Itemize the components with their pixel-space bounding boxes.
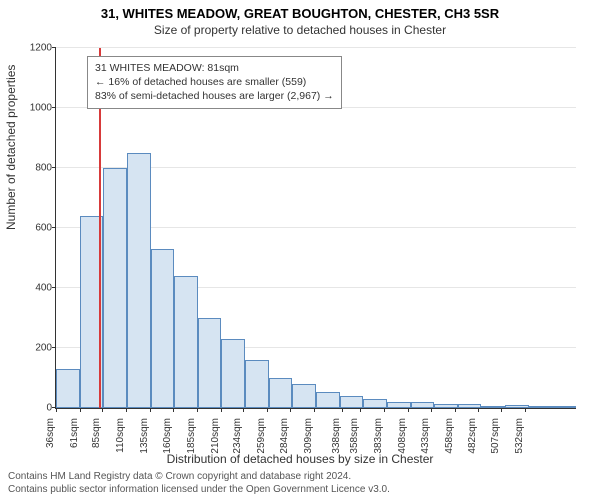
- histogram-bar: [245, 360, 269, 408]
- y-tick-label: 800: [22, 163, 52, 174]
- x-tick-label: 408sqm: [397, 418, 408, 454]
- annotation-line: 31 WHITES MEADOW: 81sqm: [95, 61, 334, 75]
- x-tick-mark: [408, 408, 409, 412]
- x-tick-label: 36sqm: [45, 418, 56, 448]
- histogram-bar: [127, 153, 151, 408]
- x-tick-mark: [290, 408, 291, 412]
- x-axis-label: Distribution of detached houses by size …: [0, 452, 600, 466]
- y-tick-label: 200: [22, 343, 52, 354]
- x-tick-label: 458sqm: [444, 418, 455, 454]
- x-tick-label: 85sqm: [91, 418, 102, 448]
- x-tick-label: 160sqm: [162, 418, 173, 454]
- annotation-line: ← 16% of detached houses are smaller (55…: [95, 75, 334, 89]
- x-tick-mark: [102, 408, 103, 412]
- gridline: [56, 47, 576, 48]
- page-subtitle: Size of property relative to detached ho…: [0, 21, 600, 37]
- y-tick-mark: [52, 287, 56, 288]
- histogram-bar: [103, 168, 127, 408]
- histogram-bar: [316, 392, 340, 409]
- histogram-bar: [340, 396, 364, 408]
- histogram-bar: [56, 369, 80, 408]
- x-tick-mark: [384, 408, 385, 412]
- x-tick-label: 309sqm: [303, 418, 314, 454]
- x-tick-mark: [455, 408, 456, 412]
- histogram-bar: [552, 406, 576, 408]
- y-tick-label: 400: [22, 283, 52, 294]
- annotation-box: 31 WHITES MEADOW: 81sqm ← 16% of detache…: [87, 56, 342, 109]
- x-tick-label: 259sqm: [256, 418, 267, 454]
- y-axis-label: Number of detached properties: [4, 65, 18, 230]
- x-tick-label: 433sqm: [420, 418, 431, 454]
- histogram-bar: [292, 384, 316, 408]
- x-tick-label: 482sqm: [467, 418, 478, 454]
- histogram-bar: [221, 339, 245, 408]
- x-tick-mark: [197, 408, 198, 412]
- x-tick-label: 358sqm: [349, 418, 360, 454]
- x-tick-mark: [173, 408, 174, 412]
- x-tick-label: 383sqm: [373, 418, 384, 454]
- y-tick-label: 1200: [22, 43, 52, 54]
- histogram-bar: [198, 318, 222, 408]
- y-tick-mark: [52, 167, 56, 168]
- x-tick-label: 135sqm: [139, 418, 150, 454]
- x-tick-label: 185sqm: [186, 418, 197, 454]
- x-tick-label: 61sqm: [69, 418, 80, 448]
- page-title: 31, WHITES MEADOW, GREAT BOUGHTON, CHEST…: [0, 0, 600, 21]
- x-tick-mark: [360, 408, 361, 412]
- x-tick-mark: [342, 408, 343, 412]
- x-tick-label: 532sqm: [514, 418, 525, 454]
- histogram-bar: [529, 406, 553, 408]
- x-tick-mark: [431, 408, 432, 412]
- x-tick-mark: [56, 408, 57, 412]
- x-tick-mark: [267, 408, 268, 412]
- x-tick-mark: [221, 408, 222, 412]
- x-tick-mark: [243, 408, 244, 412]
- x-tick-label: 210sqm: [210, 418, 221, 454]
- x-tick-label: 338sqm: [331, 418, 342, 454]
- x-tick-label: 284sqm: [279, 418, 290, 454]
- histogram-bar: [363, 399, 387, 408]
- y-tick-label: 600: [22, 223, 52, 234]
- y-tick-mark: [52, 107, 56, 108]
- y-tick-label: 1000: [22, 103, 52, 114]
- x-tick-label: 110sqm: [115, 418, 126, 453]
- attribution-footer: Contains HM Land Registry data © Crown c…: [0, 471, 600, 496]
- x-tick-mark: [126, 408, 127, 412]
- histogram-chart: 02004006008001000120036sqm61sqm85sqm110s…: [55, 48, 575, 408]
- histogram-bar: [269, 378, 293, 408]
- histogram-bar: [174, 276, 198, 408]
- x-tick-mark: [80, 408, 81, 412]
- x-tick-label: 234sqm: [232, 418, 243, 454]
- y-tick-mark: [52, 227, 56, 228]
- x-tick-mark: [314, 408, 315, 412]
- x-tick-label: 507sqm: [490, 418, 501, 454]
- y-tick-mark: [52, 47, 56, 48]
- histogram-bar: [151, 249, 175, 408]
- x-tick-mark: [525, 408, 526, 412]
- x-tick-mark: [501, 408, 502, 412]
- y-tick-label: 0: [22, 403, 52, 414]
- x-tick-mark: [478, 408, 479, 412]
- x-tick-mark: [150, 408, 151, 412]
- annotation-line: 83% of semi-detached houses are larger (…: [95, 89, 334, 103]
- y-tick-mark: [52, 347, 56, 348]
